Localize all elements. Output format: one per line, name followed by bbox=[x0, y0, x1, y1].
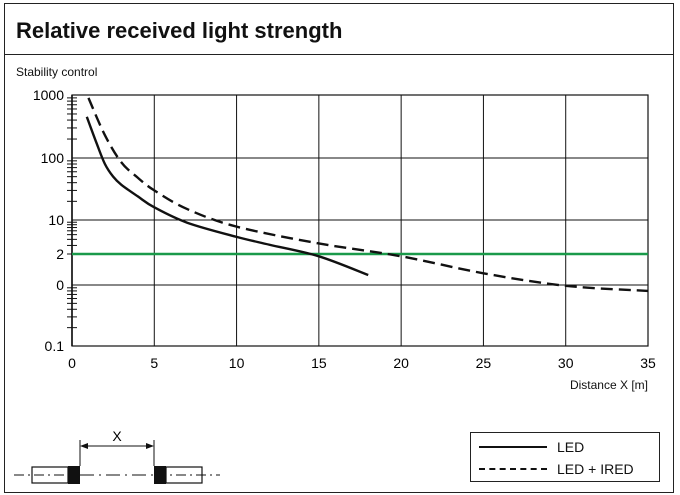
series-line-led-ired bbox=[87, 97, 649, 293]
x-tick-label: 20 bbox=[393, 355, 409, 371]
distance-label: X bbox=[112, 428, 122, 444]
y-tick-label: 2 bbox=[56, 246, 64, 262]
y-tick-labels: 1000 100 10 2 0 0.1 bbox=[33, 87, 64, 354]
y-tick-label: 100 bbox=[41, 150, 65, 166]
x-tick-label: 0 bbox=[68, 355, 76, 371]
x-tick-label: 30 bbox=[558, 355, 574, 371]
series-line-led bbox=[85, 116, 369, 277]
legend-item-led: LED bbox=[471, 437, 659, 457]
chart-frame bbox=[4, 3, 674, 493]
x-tick-label: 5 bbox=[150, 355, 158, 371]
y-axis-label: Stability control bbox=[16, 65, 98, 79]
plot-border bbox=[71, 94, 649, 347]
legend-label: LED bbox=[557, 439, 585, 455]
y-tick-label: 1000 bbox=[33, 87, 64, 103]
y-tick-label: 10 bbox=[48, 212, 64, 228]
x-tick-label: 15 bbox=[311, 355, 327, 371]
chart-title: Relative received light strength bbox=[16, 18, 343, 43]
y-tick-label: 0 bbox=[56, 277, 64, 293]
distance-diagram: X bbox=[14, 428, 220, 484]
x-tick-label: 25 bbox=[476, 355, 492, 371]
x-tick-label: 10 bbox=[229, 355, 245, 371]
legend: LED LED + IRED bbox=[470, 432, 660, 482]
legend-item-led-ired: LED + IRED bbox=[471, 459, 659, 479]
x-tick-labels: 0 5 10 15 20 25 30 35 bbox=[68, 355, 656, 371]
grid-lines bbox=[67, 94, 649, 347]
legend-label: LED + IRED bbox=[557, 461, 634, 477]
legend-swatch-solid bbox=[479, 446, 547, 448]
title-divider bbox=[4, 54, 674, 55]
x-tick-label: 35 bbox=[640, 355, 656, 371]
data-series bbox=[72, 97, 649, 293]
x-axis-label: Distance X [m] bbox=[569, 378, 648, 392]
legend-swatch-dashed bbox=[479, 468, 547, 470]
y-tick-label: 0.1 bbox=[45, 338, 65, 354]
